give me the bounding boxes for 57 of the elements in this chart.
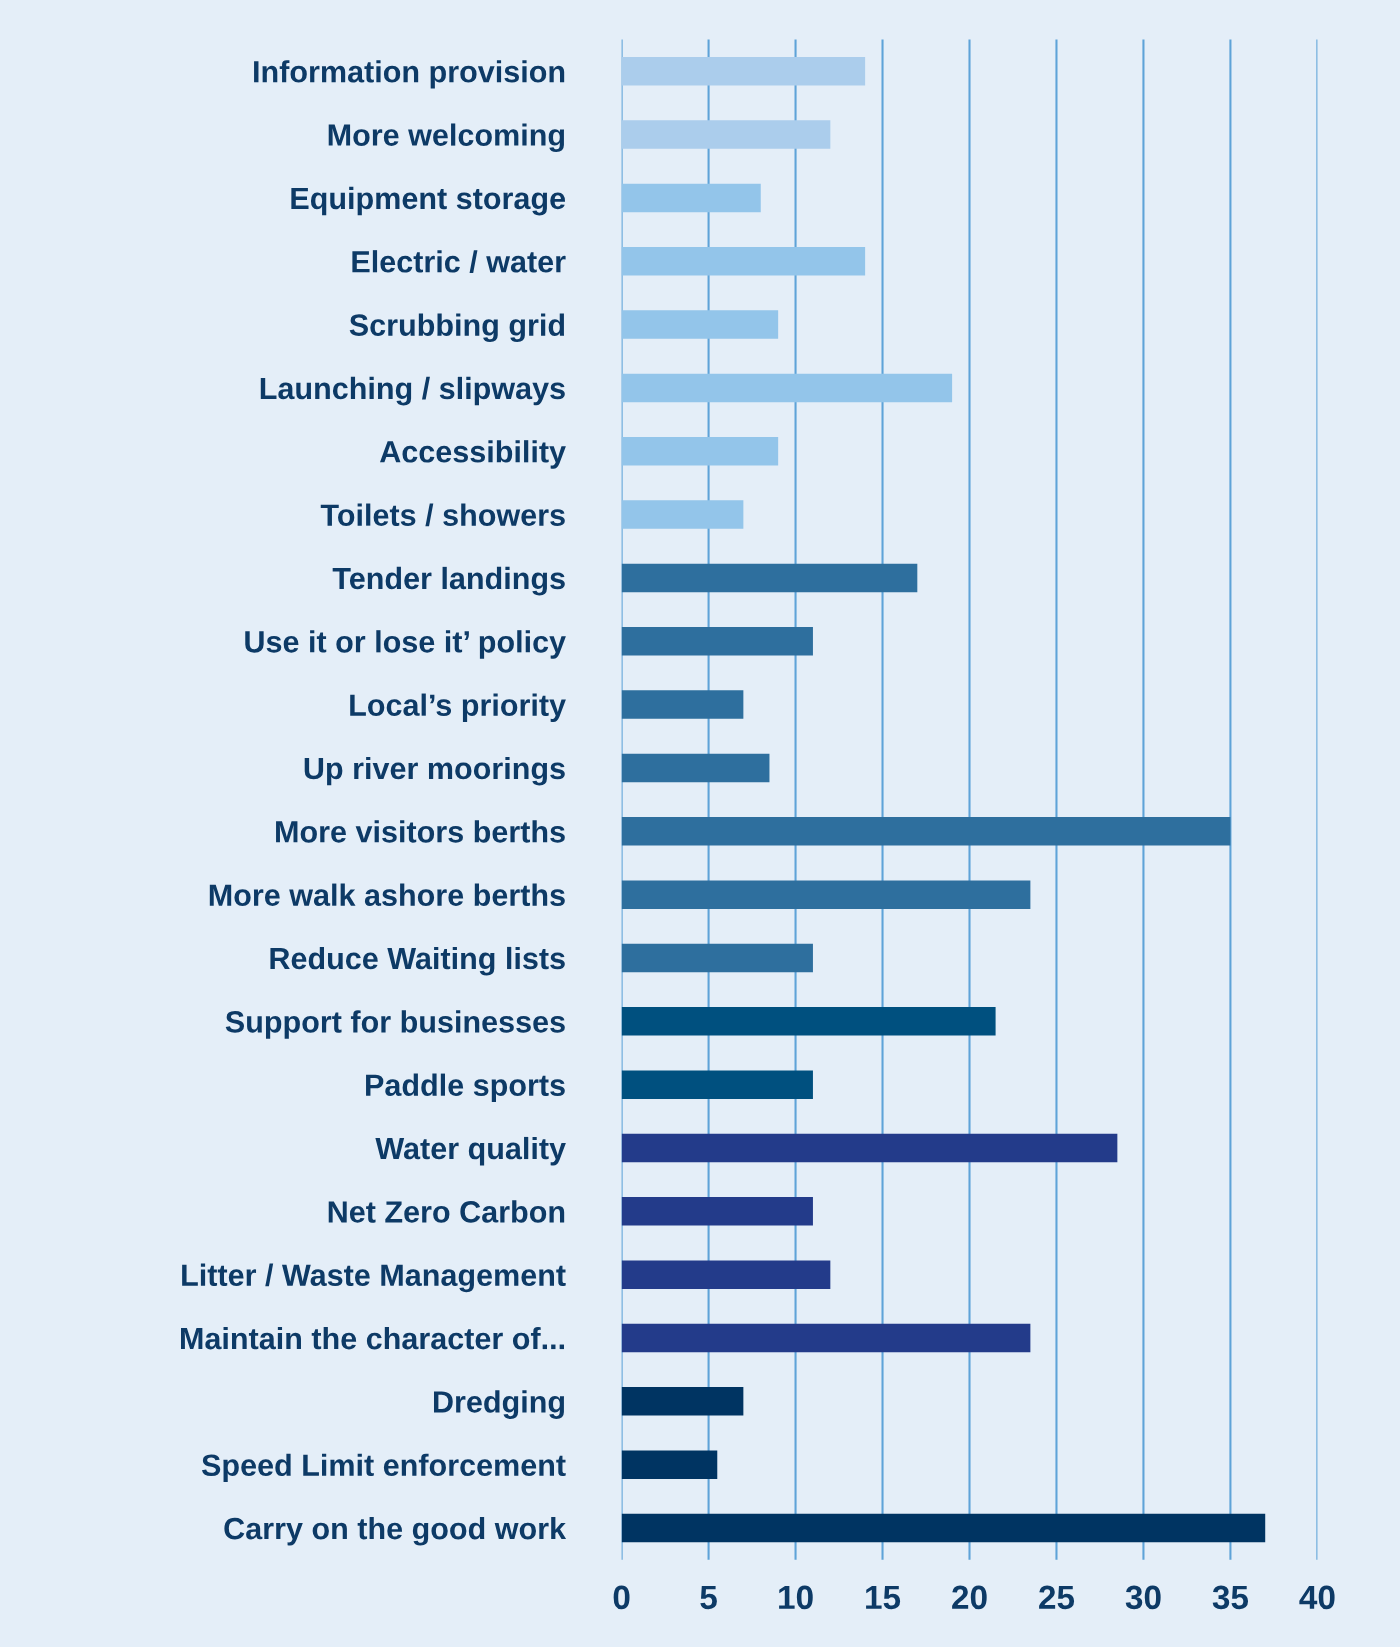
x-tick-label: 20 — [952, 1585, 987, 1610]
bar — [621, 1197, 813, 1226]
bar — [621, 690, 744, 719]
bar — [621, 627, 813, 656]
bar — [621, 246, 866, 276]
y-tick-label: Net Zero Carbon — [328, 1200, 565, 1223]
bar — [621, 1513, 1266, 1543]
y-tick-label: Equipment storage — [291, 186, 566, 216]
y-tick-label: Information provision — [254, 60, 565, 89]
bar — [621, 817, 1231, 846]
y-tick-label: Local’s priority — [350, 693, 566, 723]
y-tick-label: More welcoming — [328, 123, 565, 153]
x-tick-label: 10 — [779, 1585, 813, 1610]
bar — [621, 1323, 1031, 1353]
x-tick-label: 30 — [1125, 1585, 1161, 1610]
y-tick-label: Maintain the character of... — [181, 1326, 564, 1350]
bar — [621, 563, 918, 593]
y-tick-label: Accessibility — [379, 440, 566, 469]
bar — [621, 310, 779, 339]
y-tick-label: Dredging — [434, 1390, 565, 1419]
bar — [621, 880, 1031, 909]
bar — [621, 943, 813, 973]
y-tick-label: Reduce Waiting lists — [270, 946, 565, 976]
y-tick-label: Toilets / showers — [320, 503, 565, 527]
x-tick-label: 15 — [866, 1585, 901, 1610]
y-tick-label: Scrubbing grid — [349, 313, 565, 343]
bar — [621, 1260, 831, 1289]
x-tick-label: 35 — [1212, 1585, 1249, 1610]
y-tick-label: Use it or lose it’ policy — [245, 630, 566, 659]
y-tick-label: Tender landings — [332, 566, 565, 596]
y-tick-label: Electric / water — [352, 250, 566, 273]
bar — [621, 373, 953, 403]
bar — [621, 120, 831, 149]
y-tick-label: Launching / slipways — [260, 376, 565, 406]
y-tick-label: Up river moorings — [304, 756, 565, 786]
y-tick-label: Water quality — [375, 1136, 566, 1166]
bar — [621, 1007, 996, 1036]
bar — [621, 56, 866, 86]
bar — [621, 500, 744, 529]
y-tick-label: More walk ashore berths — [209, 883, 565, 906]
y-tick-label: More visitors berths — [276, 820, 565, 843]
y-tick-label: Speed Limit enforcement — [201, 1453, 566, 1483]
x-tick-label: 0 — [613, 1585, 630, 1610]
bar — [621, 1450, 718, 1479]
y-tick-label: Carry on the good work — [224, 1516, 567, 1546]
x-tick-label: 5 — [700, 1585, 717, 1610]
x-tick-label: 40 — [1299, 1585, 1335, 1610]
bar — [621, 1070, 813, 1099]
y-tick-label: Support for businesses — [225, 1010, 565, 1039]
bar — [621, 1133, 1118, 1163]
x-tick-label: 25 — [1039, 1585, 1075, 1610]
bar — [621, 1387, 744, 1416]
bar — [621, 436, 779, 466]
y-tick-label: Paddle sports — [366, 1073, 565, 1103]
bar — [621, 753, 770, 783]
y-tick-label: Litter / Waste Management — [182, 1263, 566, 1293]
bar — [621, 183, 761, 213]
